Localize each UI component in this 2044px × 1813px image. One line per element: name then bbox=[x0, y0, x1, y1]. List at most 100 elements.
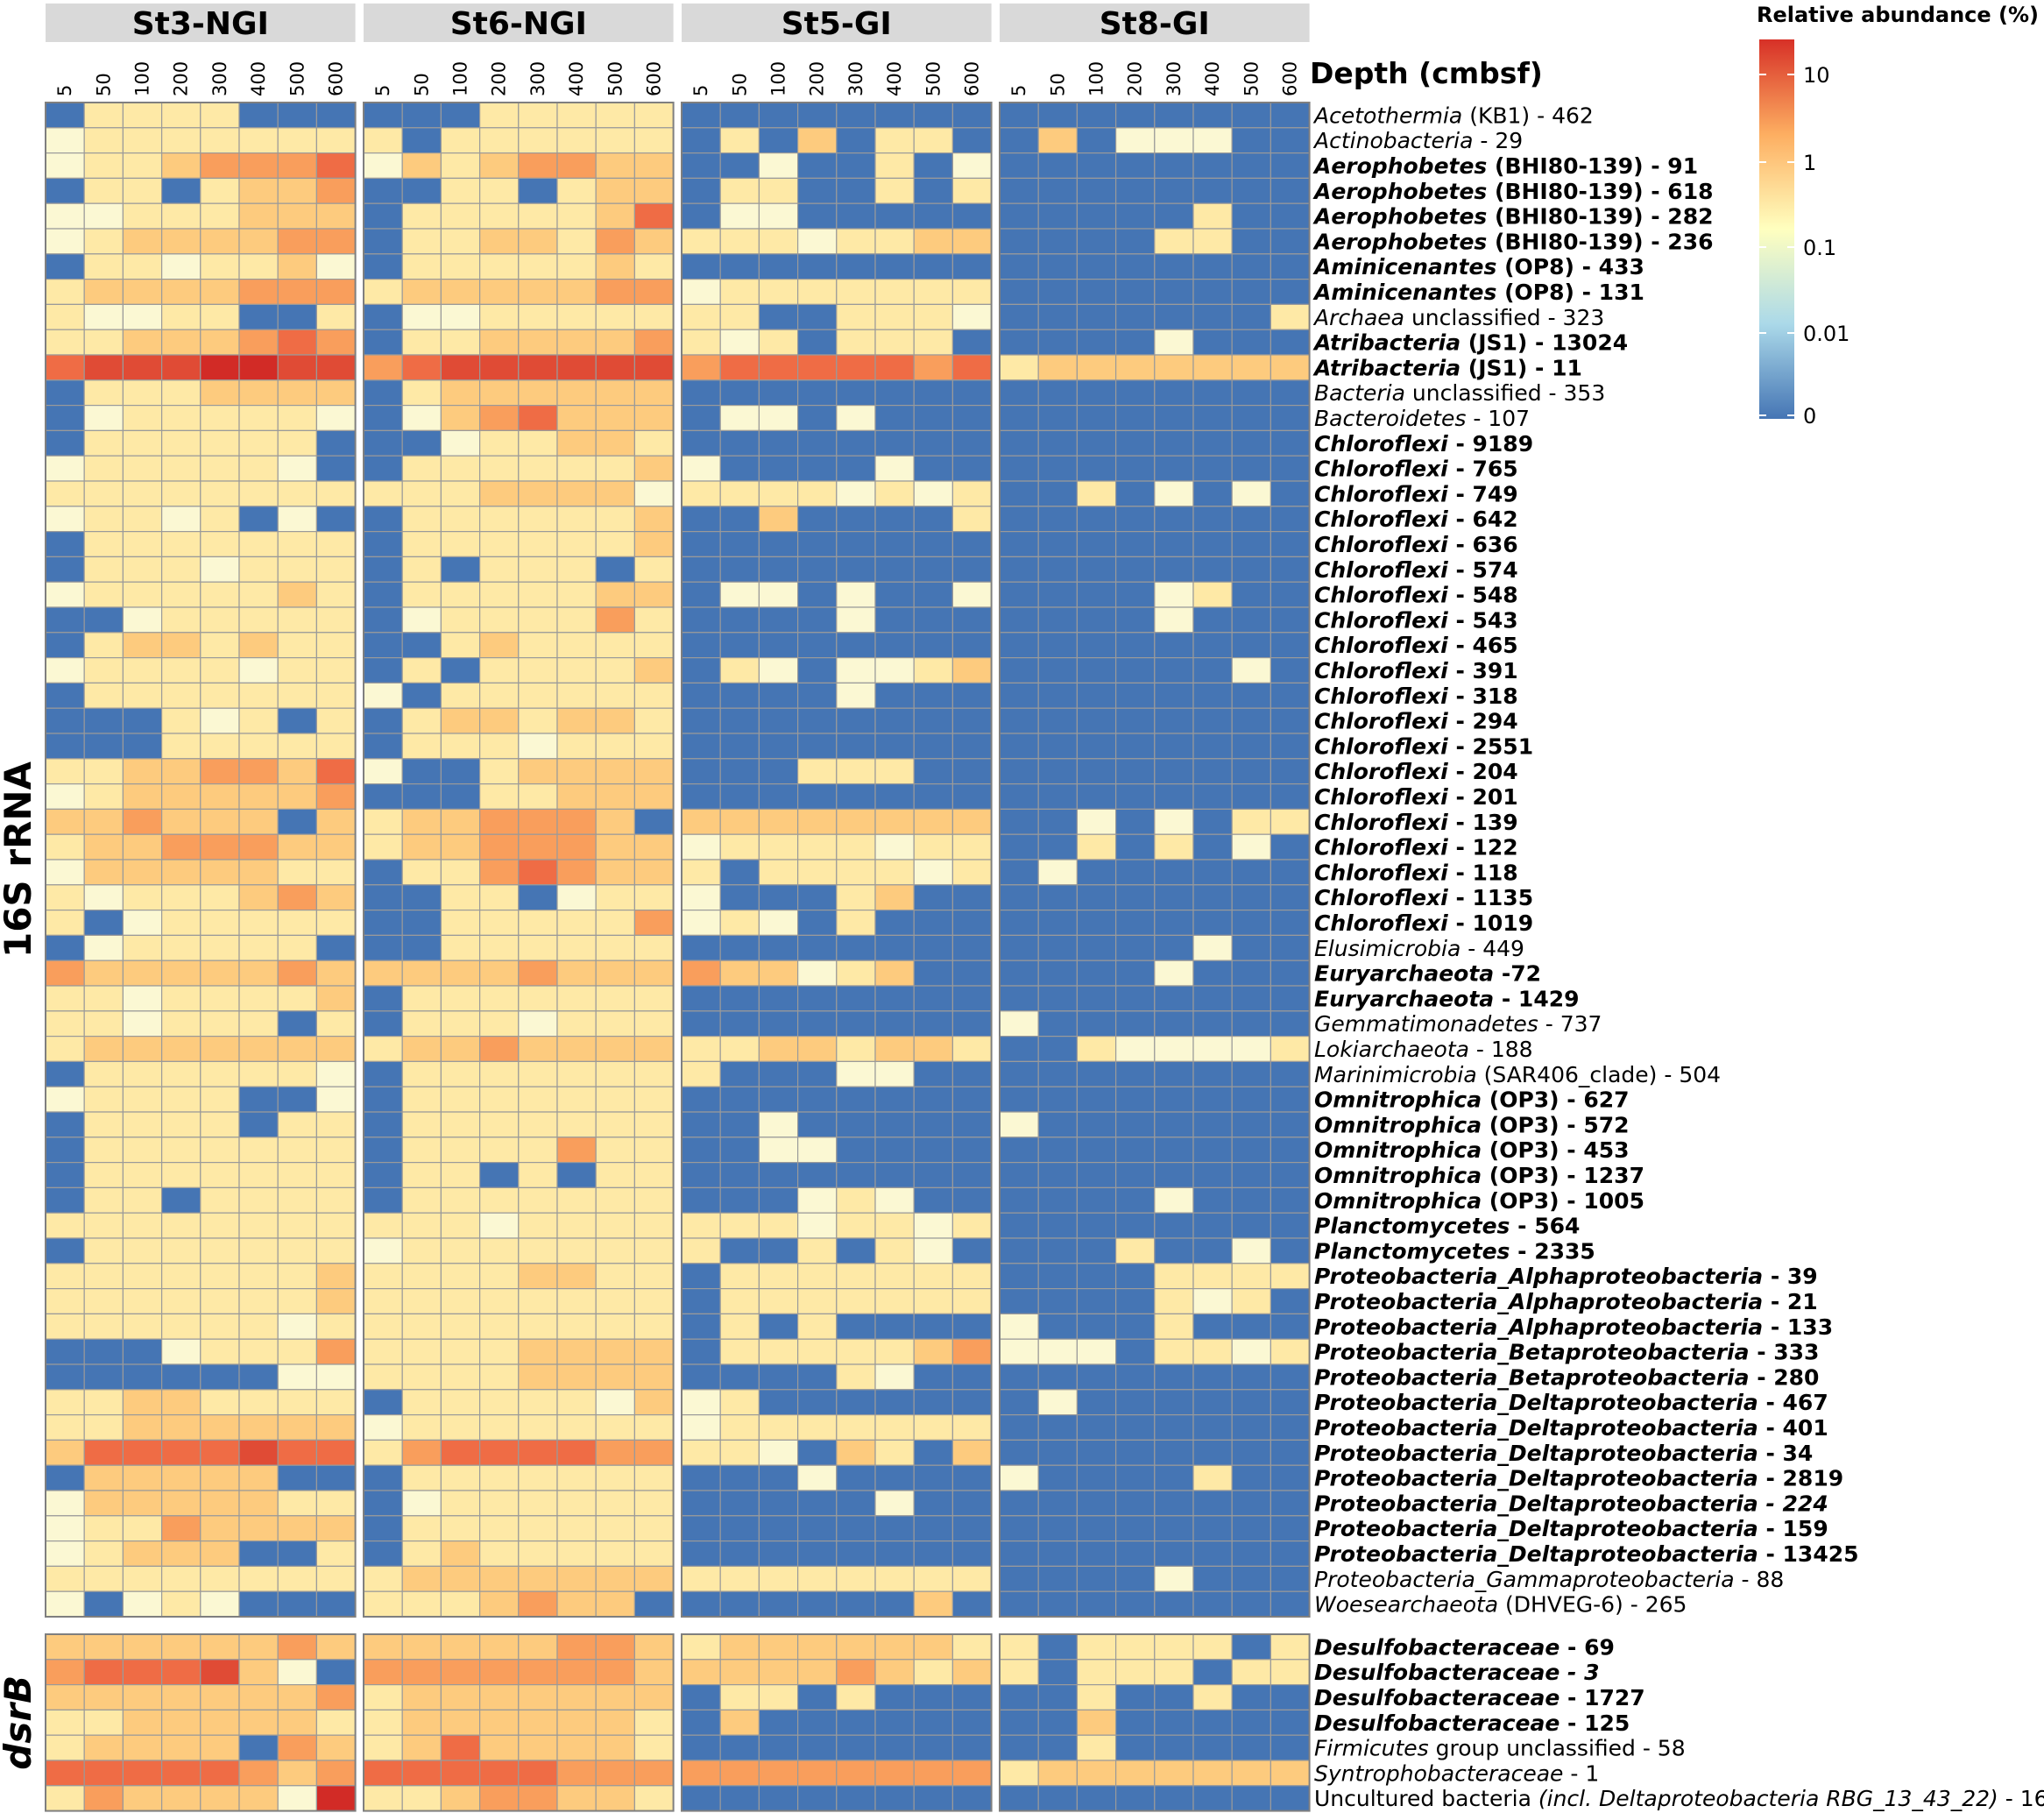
cell-16s-rrna-r52-st6-ngi-600 bbox=[633, 1413, 675, 1441]
cell-16s-rrna-r2-st8-gi-5 bbox=[999, 152, 1039, 180]
cell-16s-rrna-r42-st3-ngi-50 bbox=[83, 1161, 124, 1188]
cell-dsrb-r2-st8-gi-50 bbox=[1037, 1683, 1078, 1710]
cell-16s-rrna-r42-st5-gi-200 bbox=[796, 1161, 838, 1188]
cell-16s-rrna-r6-st5-gi-600 bbox=[951, 253, 993, 280]
cell-16s-rrna-r57-st3-ngi-200 bbox=[161, 1540, 202, 1567]
cell-16s-rrna-r17-st8-gi-300 bbox=[1154, 530, 1194, 557]
cell-16s-rrna-r10-st3-ngi-200 bbox=[161, 354, 202, 381]
cell-16s-rrna-r20-st3-ngi-50 bbox=[83, 606, 124, 634]
cell-16s-rrna-r45-st8-gi-200 bbox=[1114, 1237, 1156, 1264]
cell-16s-rrna-r27-st8-gi-5 bbox=[999, 783, 1039, 810]
cell-16s-rrna-r23-st3-ngi-400 bbox=[238, 682, 279, 709]
cell-dsrb-r4-st5-gi-50 bbox=[719, 1734, 760, 1761]
cell-dsrb-r6-st5-gi-400 bbox=[874, 1785, 915, 1812]
cell-16s-rrna-r0-st5-gi-400 bbox=[874, 102, 915, 129]
cell-dsrb-r5-st3-ngi-300 bbox=[200, 1760, 240, 1787]
cell-16s-rrna-r50-st3-ngi-500 bbox=[277, 1363, 318, 1391]
cell-16s-rrna-r16-st5-gi-400 bbox=[874, 506, 915, 533]
cell-16s-rrna-r0-st8-gi-50 bbox=[1037, 102, 1078, 129]
cell-16s-rrna-r59-st5-gi-100 bbox=[758, 1590, 799, 1618]
cell-16s-rrna-r51-st8-gi-200 bbox=[1114, 1389, 1156, 1416]
cell-16s-rrna-r31-st8-gi-600 bbox=[1270, 884, 1311, 911]
cell-16s-rrna-r5-st5-gi-5 bbox=[681, 228, 721, 255]
cell-16s-rrna-r54-st5-gi-400 bbox=[874, 1464, 915, 1491]
depth-tick-st5-gi-600: 600 bbox=[962, 61, 983, 96]
cell-16s-rrna-r54-st6-ngi-5 bbox=[363, 1464, 403, 1491]
cell-16s-rrna-r45-st6-ngi-200 bbox=[478, 1237, 520, 1264]
cell-16s-rrna-r10-st5-gi-100 bbox=[758, 354, 799, 381]
cell-16s-rrna-r13-st5-gi-400 bbox=[874, 429, 915, 457]
cell-dsrb-r5-st6-ngi-100 bbox=[440, 1760, 481, 1787]
cell-16s-rrna-r13-st8-gi-600 bbox=[1270, 429, 1311, 457]
cell-16s-rrna-r23-st3-ngi-50 bbox=[83, 682, 124, 709]
row-label-part-0: Aminicenantes bbox=[1312, 280, 1496, 305]
cell-16s-rrna-r18-st6-ngi-300 bbox=[518, 556, 558, 583]
cell-16s-rrna-r54-st8-gi-500 bbox=[1231, 1464, 1271, 1491]
cell-16s-rrna-r10-st3-ngi-5 bbox=[45, 354, 85, 381]
cell-16s-rrna-r7-st8-gi-500 bbox=[1231, 279, 1271, 306]
cell-16s-rrna-r46-st5-gi-400 bbox=[874, 1263, 915, 1290]
cell-16s-rrna-r34-st8-gi-400 bbox=[1192, 960, 1233, 987]
cell-16s-rrna-r0-st6-ngi-600 bbox=[633, 102, 675, 129]
cell-16s-rrna-r31-st3-ngi-50 bbox=[83, 884, 124, 911]
cell-16s-rrna-r11-st8-gi-200 bbox=[1114, 379, 1156, 407]
cell-16s-rrna-r46-st3-ngi-400 bbox=[238, 1263, 279, 1290]
cell-16s-rrna-r13-st6-ngi-600 bbox=[633, 429, 675, 457]
cell-16s-rrna-r28-st5-gi-500 bbox=[913, 808, 953, 835]
cell-16s-rrna-r48-st6-ngi-300 bbox=[518, 1313, 558, 1340]
cell-16s-rrna-r2-st6-ngi-5 bbox=[363, 152, 403, 180]
cell-16s-rrna-r1-st3-ngi-5 bbox=[45, 127, 85, 154]
cell-dsrb-r0-st8-gi-100 bbox=[1076, 1633, 1117, 1661]
cell-16s-rrna-r48-st8-gi-50 bbox=[1037, 1313, 1078, 1340]
cell-16s-rrna-r6-st8-gi-100 bbox=[1076, 253, 1117, 280]
cell-16s-rrna-r37-st8-gi-500 bbox=[1231, 1035, 1271, 1062]
cell-16s-rrna-r10-st5-gi-5 bbox=[681, 354, 721, 381]
row-label-part-0: Bacteroidetes bbox=[1314, 406, 1466, 431]
cell-16s-rrna-r56-st5-gi-200 bbox=[796, 1515, 838, 1542]
cell-16s-rrna-r51-st3-ngi-600 bbox=[315, 1389, 357, 1416]
cell-16s-rrna-r10-st3-ngi-600 bbox=[315, 354, 357, 381]
cell-16s-rrna-r23-st3-ngi-300 bbox=[200, 682, 240, 709]
cell-16s-rrna-r32-st6-ngi-5 bbox=[363, 909, 403, 936]
cell-16s-rrna-r12-st5-gi-600 bbox=[951, 405, 993, 432]
cell-dsrb-r6-st5-gi-600 bbox=[951, 1785, 993, 1812]
cell-16s-rrna-r10-st3-ngi-300 bbox=[200, 354, 240, 381]
row-label-part-1: unclassified - 353 bbox=[1405, 380, 1605, 406]
cell-16s-rrna-r59-st6-ngi-300 bbox=[518, 1590, 558, 1618]
cell-16s-rrna-r36-st6-ngi-50 bbox=[401, 1010, 442, 1038]
cell-16s-rrna-r7-st6-ngi-300 bbox=[518, 279, 558, 306]
cell-16s-rrna-r52-st5-gi-600 bbox=[951, 1413, 993, 1441]
row-label-16s-rrna-27: Chloroflexi - 201 bbox=[1314, 784, 1518, 810]
cell-dsrb-r1-st8-gi-5 bbox=[999, 1659, 1039, 1686]
row-label-dsrb-4: Firmicutes group unclassified - 58 bbox=[1314, 1736, 1686, 1761]
cell-16s-rrna-r41-st6-ngi-5 bbox=[363, 1137, 403, 1164]
cell-16s-rrna-r51-st5-gi-50 bbox=[719, 1389, 760, 1416]
cell-16s-rrna-r21-st3-ngi-100 bbox=[122, 632, 163, 659]
cell-16s-rrna-r54-st5-gi-200 bbox=[796, 1464, 838, 1491]
cell-16s-rrna-r26-st6-ngi-5 bbox=[363, 758, 403, 785]
cell-16s-rrna-r27-st8-gi-500 bbox=[1231, 783, 1271, 810]
cell-16s-rrna-r5-st5-gi-100 bbox=[758, 228, 799, 255]
cell-16s-rrna-r32-st5-gi-400 bbox=[874, 909, 915, 936]
cell-16s-rrna-r38-st6-ngi-600 bbox=[633, 1060, 675, 1087]
cell-16s-rrna-r59-st3-ngi-200 bbox=[161, 1590, 202, 1618]
cell-dsrb-r1-st8-gi-500 bbox=[1231, 1659, 1271, 1686]
cell-16s-rrna-r23-st6-ngi-300 bbox=[518, 682, 558, 709]
row-label-part-0: Aminicenantes bbox=[1312, 254, 1496, 280]
cell-16s-rrna-r42-st8-gi-5 bbox=[999, 1161, 1039, 1188]
cell-dsrb-r2-st8-gi-5 bbox=[999, 1683, 1039, 1710]
cell-16s-rrna-r47-st3-ngi-100 bbox=[122, 1287, 163, 1314]
cell-dsrb-r1-st3-ngi-300 bbox=[200, 1659, 240, 1686]
cell-16s-rrna-r19-st5-gi-500 bbox=[913, 581, 953, 608]
cell-16s-rrna-r26-st3-ngi-5 bbox=[45, 758, 85, 785]
cell-dsrb-r0-st8-gi-500 bbox=[1231, 1633, 1271, 1661]
cell-16s-rrna-r53-st8-gi-50 bbox=[1037, 1439, 1078, 1466]
cell-16s-rrna-r47-st5-gi-600 bbox=[951, 1287, 993, 1314]
cell-16s-rrna-r13-st6-ngi-100 bbox=[440, 429, 481, 457]
cell-16s-rrna-r11-st3-ngi-300 bbox=[200, 379, 240, 407]
cell-16s-rrna-r36-st8-gi-100 bbox=[1076, 1010, 1117, 1038]
row-label-16s-rrna-56: Proteobacteria_Deltaproteobacteria - 159 bbox=[1314, 1516, 1828, 1541]
cell-16s-rrna-r12-st6-ngi-300 bbox=[518, 405, 558, 432]
cell-16s-rrna-r12-st6-ngi-600 bbox=[633, 405, 675, 432]
depth-tick-st6-ngi-300: 300 bbox=[527, 61, 548, 96]
